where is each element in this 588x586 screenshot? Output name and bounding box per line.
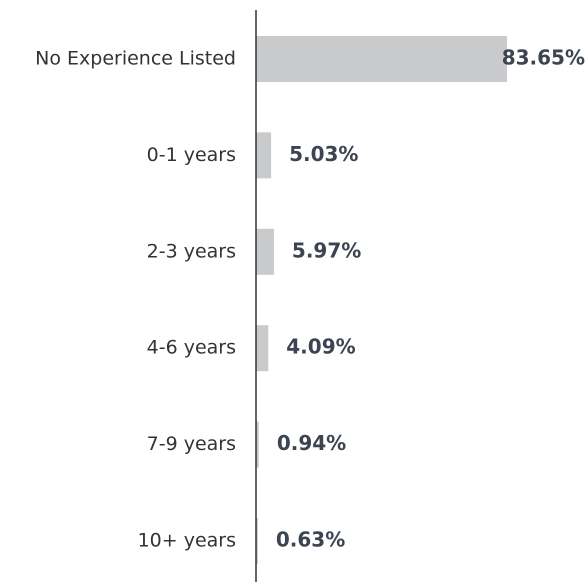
category-label: 0-1 years xyxy=(147,144,236,166)
bar xyxy=(256,132,272,179)
value-label: 5.97% xyxy=(292,238,361,262)
category-label: 4-6 years xyxy=(147,337,236,359)
bar xyxy=(256,421,259,468)
category-label: No Experience Listed xyxy=(35,48,236,70)
category-label: 7-9 years xyxy=(147,433,236,455)
category-label: 10+ years xyxy=(138,530,236,552)
value-label: 4.09% xyxy=(286,335,355,359)
value-label: 0.63% xyxy=(276,528,345,552)
bar xyxy=(256,228,274,275)
value-label: 5.03% xyxy=(289,142,358,166)
value-label: 0.94% xyxy=(277,431,346,455)
bar xyxy=(256,518,258,564)
bar xyxy=(256,36,507,82)
bar xyxy=(256,325,269,372)
category-label: 2-3 years xyxy=(147,240,236,262)
value-label: 83.65% xyxy=(502,46,585,70)
